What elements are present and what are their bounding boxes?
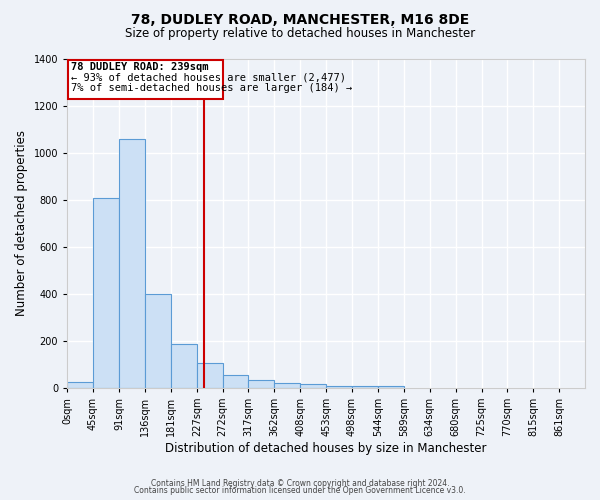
Bar [223,375,248,388]
Bar [352,386,378,388]
Text: 78 DUDLEY ROAD: 239sqm: 78 DUDLEY ROAD: 239sqm [71,62,209,72]
Text: 7% of semi-detached houses are larger (184) →: 7% of semi-detached houses are larger (1… [71,83,352,93]
Bar [170,344,197,388]
Text: Size of property relative to detached houses in Manchester: Size of property relative to detached ho… [125,28,475,40]
Bar [197,363,223,388]
Text: Contains HM Land Registry data © Crown copyright and database right 2024.: Contains HM Land Registry data © Crown c… [151,478,449,488]
Text: 78, DUDLEY ROAD, MANCHESTER, M16 8DE: 78, DUDLEY ROAD, MANCHESTER, M16 8DE [131,12,469,26]
Bar [301,384,326,388]
Bar [145,294,170,388]
Bar [248,380,274,388]
FancyBboxPatch shape [68,60,223,99]
Bar [378,386,404,388]
Bar [119,139,145,388]
Bar [274,383,301,388]
Bar [67,382,93,388]
Bar [326,386,352,388]
Text: Contains public sector information licensed under the Open Government Licence v3: Contains public sector information licen… [134,486,466,495]
Bar [93,198,119,388]
Text: ← 93% of detached houses are smaller (2,477): ← 93% of detached houses are smaller (2,… [71,72,346,83]
Y-axis label: Number of detached properties: Number of detached properties [15,130,28,316]
X-axis label: Distribution of detached houses by size in Manchester: Distribution of detached houses by size … [166,442,487,455]
